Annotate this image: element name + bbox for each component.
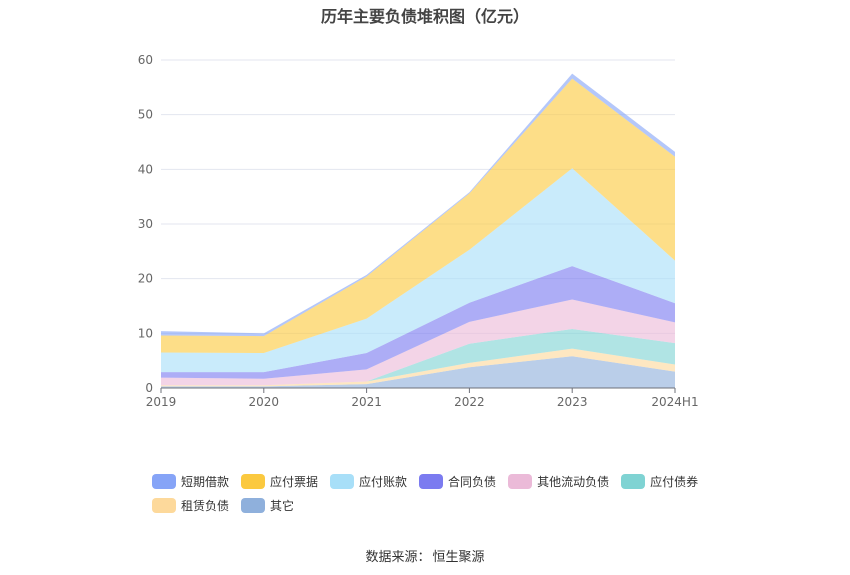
- area-合同负债: [161, 266, 675, 379]
- area-应付账款: [161, 168, 675, 373]
- legend-swatch: [241, 474, 266, 489]
- y-tick-label: 10: [138, 326, 153, 340]
- x-tick-label: 2024H1: [651, 395, 698, 409]
- legend-swatch: [241, 498, 266, 513]
- legend-item[interactable]: 应付债券: [621, 473, 698, 490]
- legend-label: 其它: [270, 499, 295, 513]
- legend-swatch: [330, 474, 355, 489]
- legend-swatch: [508, 474, 533, 489]
- legend-label: 租赁负债: [181, 499, 230, 513]
- legend-item[interactable]: 应付票据: [241, 473, 318, 490]
- area-其它: [161, 356, 675, 388]
- data-source: 数据来源： 恒生聚源: [0, 546, 850, 565]
- y-tick-label: 50: [138, 108, 153, 122]
- stacked-area-chart: 0 10 20 30 40 50 60 2019 2020 2021 2022 2023 2024H1: [138, 53, 699, 409]
- legend-swatch: [419, 474, 444, 489]
- legend-item[interactable]: 合同负债: [419, 473, 496, 490]
- x-tick-label: 2019: [146, 395, 177, 409]
- source-value: 恒生聚源: [432, 550, 485, 565]
- legend: 短期借款 应付票据 应付账款 合同负债 其他流动负债 应付债券租赁负债 其它: [152, 473, 712, 514]
- x-tick-label: 2023: [557, 395, 588, 409]
- y-tick-label: 40: [138, 162, 153, 176]
- legend-item[interactable]: 租赁负债: [152, 497, 229, 514]
- legend-swatch: [152, 498, 176, 513]
- y-tick-label: 60: [138, 53, 153, 67]
- legend-item[interactable]: 其它: [241, 497, 294, 514]
- axes: 0 10 20 30 40 50 60 2019 2020 2021 2022 2023 2024H1: [138, 53, 699, 409]
- area-应付票据: [161, 78, 675, 354]
- x-tick-label: 2021: [351, 395, 382, 409]
- legend-label: 短期借款: [181, 475, 230, 489]
- legend-item[interactable]: 其他流动负债: [508, 473, 609, 490]
- x-tick-label: 2020: [249, 395, 280, 409]
- area-其他流动负债: [161, 299, 675, 386]
- chart-title: 历年主要负债堆积图（亿元）: [320, 7, 529, 26]
- legend-label: 应付债券: [650, 475, 699, 489]
- area-应付债券: [161, 328, 675, 386]
- y-tick-label: 30: [138, 217, 153, 231]
- area-租赁负债: [161, 348, 675, 387]
- legend-label: 应付票据: [270, 475, 319, 489]
- legend-label: 合同负债: [448, 475, 497, 489]
- x-tick-label: 2022: [454, 395, 485, 409]
- legend-item[interactable]: 短期借款: [152, 473, 229, 490]
- area-series: [161, 73, 675, 388]
- source-label: 数据来源：: [365, 550, 431, 565]
- legend-swatch: [621, 474, 646, 489]
- y-tick-label: 20: [138, 272, 153, 286]
- legend-swatch: [152, 474, 176, 489]
- legend-item[interactable]: 应付账款: [330, 473, 407, 490]
- y-tick-label: 0: [145, 381, 153, 395]
- legend-label: 其他流动负债: [537, 475, 610, 489]
- legend-label: 应付账款: [359, 475, 408, 489]
